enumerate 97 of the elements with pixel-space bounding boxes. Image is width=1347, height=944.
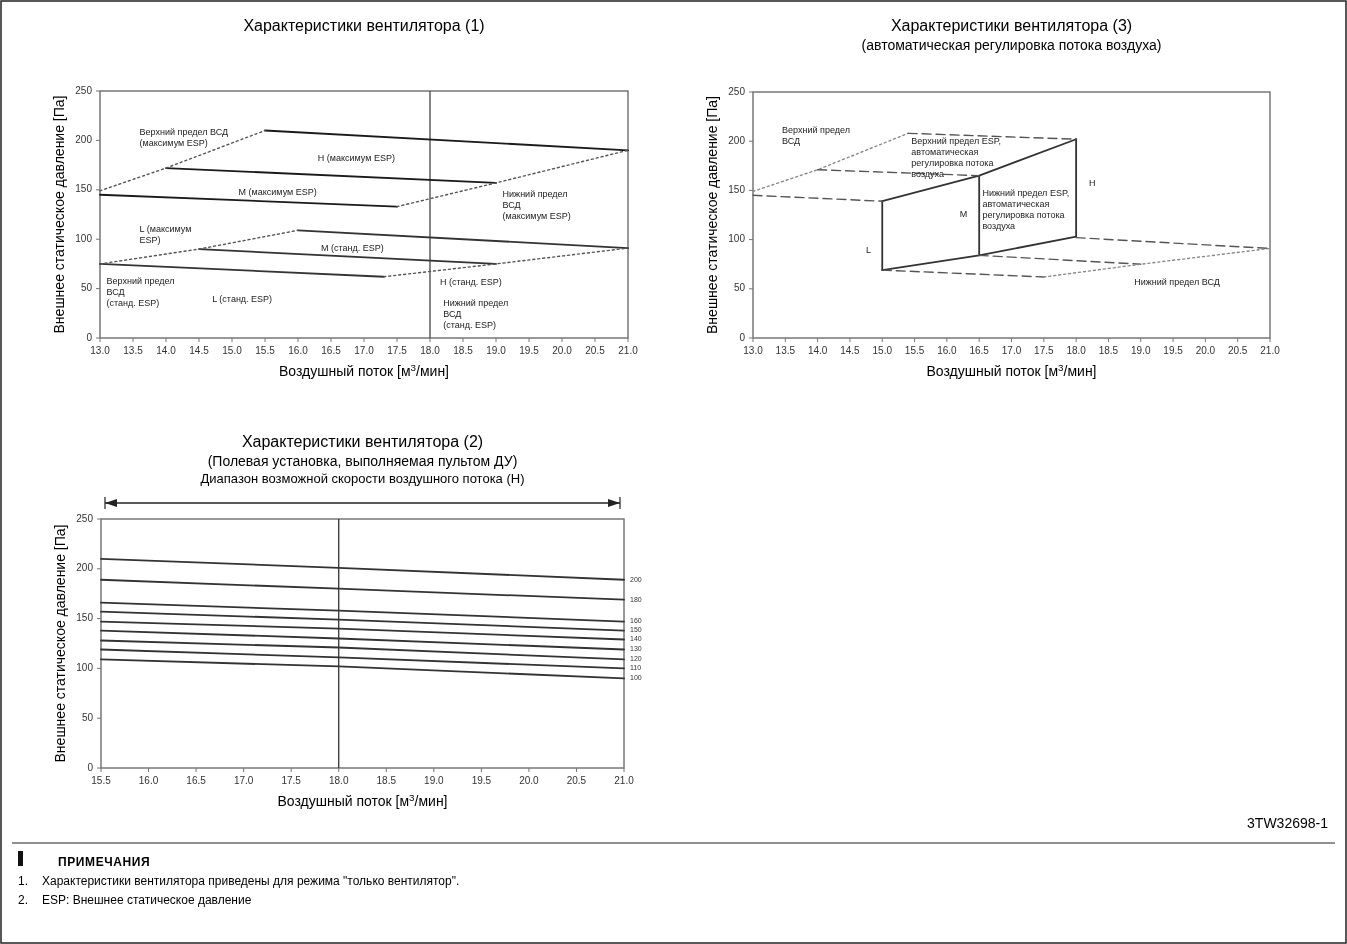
y-tick-label: 50	[733, 282, 746, 294]
x-tick-label: 15.5	[91, 775, 112, 786]
x-axis-title: Воздушный поток [м$^{3}$/мин]	[926, 361, 1097, 379]
annotation: L (максимум ESP)	[139, 224, 192, 246]
chart-title: Характеристики вентилятора (3)	[890, 17, 1133, 35]
y-axis-title: Внешнее статическое давление [Па]	[52, 524, 68, 763]
y-tick-label: 0	[87, 761, 94, 773]
x-tick-label: 19.5	[471, 775, 492, 786]
x-tick-label: 13.5	[775, 345, 796, 356]
x-tick-label: 14.5	[189, 345, 210, 356]
annotation: Верхний предел ВСД (станд. ESP)	[106, 276, 175, 309]
x-tick-label: 15.0	[872, 345, 893, 356]
x-tick-label: 15.5	[904, 345, 925, 356]
x-tick-label: 20.0	[519, 775, 540, 786]
y-tick-label: 100	[76, 662, 94, 674]
annotation: Верхний предел ВСД (максимум ESP)	[139, 127, 229, 149]
x-tick-label: 18.5	[376, 775, 397, 786]
x-tick-label: 16.0	[138, 775, 159, 786]
x-tick-label: 16.0	[937, 345, 958, 356]
y-axis-title: Внешнее статическое давление [Па]	[51, 95, 67, 334]
x-tick-label: 13.0	[90, 345, 111, 356]
x-tick-label: 13.5	[123, 345, 144, 356]
y-tick-label: 200	[728, 134, 746, 146]
annotation: Верхний предел ВСД	[782, 125, 850, 147]
x-tick-label: 17.0	[354, 345, 375, 356]
x-tick-label: 20.0	[552, 345, 573, 356]
annotation: Верхний предел ESP, автоматическая регулировка потока воздуха	[911, 136, 1002, 180]
y-tick-label: 150	[76, 612, 94, 624]
x-tick-label: 15.5	[255, 345, 276, 356]
y-tick-label: 200	[75, 134, 93, 146]
x-tick-label: 16.5	[969, 345, 990, 356]
x-tick-label: 16.5	[321, 345, 342, 356]
chart-title: Характеристики вентилятора (1)	[243, 17, 485, 35]
y-tick-label: 100	[75, 232, 93, 244]
text: ПРИМЕЧАНИЯ	[58, 855, 151, 869]
x-tick-label: 18.5	[453, 345, 474, 356]
text: 3TW32698-1	[1247, 815, 1329, 831]
text: Диапазон возможной скорости воздушного потока (H)	[200, 471, 525, 486]
y-tick-label: 250	[75, 84, 93, 96]
x-tick-label: 19.5	[1163, 345, 1184, 356]
y-tick-label: 0	[739, 331, 746, 343]
chart-subtitle: (автоматическая регулировка потока воздуха)	[861, 37, 1162, 54]
x-tick-label: 18.0	[328, 775, 349, 786]
y-tick-label: 50	[80, 282, 93, 294]
chart-subtitle: (Полевая установка, выполняемая пультом ДУ)	[207, 453, 518, 470]
x-tick-label: 21.0	[1260, 345, 1281, 356]
y-tick-label: 100	[728, 233, 746, 245]
text: 2. ESP: Внешнее статическое давление	[18, 893, 252, 907]
text: 1. Характеристики вентилятора приведены для режима "только вентилятор".	[18, 874, 460, 888]
x-tick-label: 14.5	[840, 345, 861, 356]
x-tick-label: 18.0	[1066, 345, 1087, 356]
y-tick-label: 0	[86, 331, 93, 343]
x-tick-label: 16.5	[186, 775, 207, 786]
annotation: Нижний предел ВСД (станд. ESP)	[443, 298, 509, 331]
y-tick-label: 50	[81, 711, 94, 723]
annotation: M	[959, 209, 968, 220]
x-tick-label: 14.0	[807, 345, 828, 356]
x-tick-label: 18.0	[420, 345, 441, 356]
annotation: H (максимум ESP)	[317, 153, 395, 164]
x-tick-label: 18.5	[1098, 345, 1119, 356]
x-tick-label: 20.5	[585, 345, 606, 356]
x-tick-label: 16.0	[288, 345, 309, 356]
x-tick-label: 17.5	[1034, 345, 1054, 356]
y-tick-label: 150	[75, 183, 93, 195]
y-tick-label: 200	[76, 562, 94, 574]
annotation: Нижний предел ВСД (максимум ESP)	[502, 189, 571, 222]
y-tick-label: 150	[728, 184, 746, 196]
annotation: M (максимум ESP)	[238, 187, 317, 198]
x-tick-label: 19.0	[486, 345, 507, 356]
x-axis-title: Воздушный поток [м$^{3}$/мин]	[278, 361, 450, 379]
x-tick-label: 15.0	[222, 345, 243, 356]
x-tick-label: 17.5	[387, 345, 408, 356]
x-tick-label: 17.0	[1001, 345, 1022, 356]
x-tick-label: 21.0	[614, 775, 635, 786]
y-tick-label: 250	[728, 85, 746, 97]
x-tick-label: 20.5	[1227, 345, 1248, 356]
x-tick-label: 13.0	[743, 345, 764, 356]
chart-title: Характеристики вентилятора (2)	[241, 433, 484, 451]
x-tick-label: 14.0	[156, 345, 177, 356]
annotation: L (станд. ESP)	[212, 294, 273, 305]
x-axis-title: Воздушный поток [м$^{3}$/мин]	[277, 791, 448, 809]
x-tick-label: 20.5	[566, 775, 587, 786]
annotation: L	[866, 245, 872, 256]
x-tick-label: 19.5	[519, 345, 540, 356]
x-tick-label: 17.5	[281, 775, 302, 786]
annotation: Нижний предел ESP, автоматическая регулировка потока воздуха	[982, 188, 1070, 232]
y-axis-title: Внешнее статическое давление [Па]	[704, 96, 720, 334]
x-tick-label: 17.0	[233, 775, 254, 786]
x-tick-label: 19.0	[424, 775, 444, 786]
annotation: H (станд. ESP)	[439, 277, 502, 288]
x-tick-label: 20.0	[1195, 345, 1216, 356]
x-tick-label: 21.0	[618, 345, 639, 356]
y-tick-label: 250	[76, 512, 94, 524]
annotation: M (станд. ESP)	[321, 243, 384, 254]
annotation: Нижний предел ВСД	[1134, 277, 1220, 288]
x-tick-label: 19.0	[1131, 345, 1151, 356]
annotation: H	[1089, 178, 1096, 189]
